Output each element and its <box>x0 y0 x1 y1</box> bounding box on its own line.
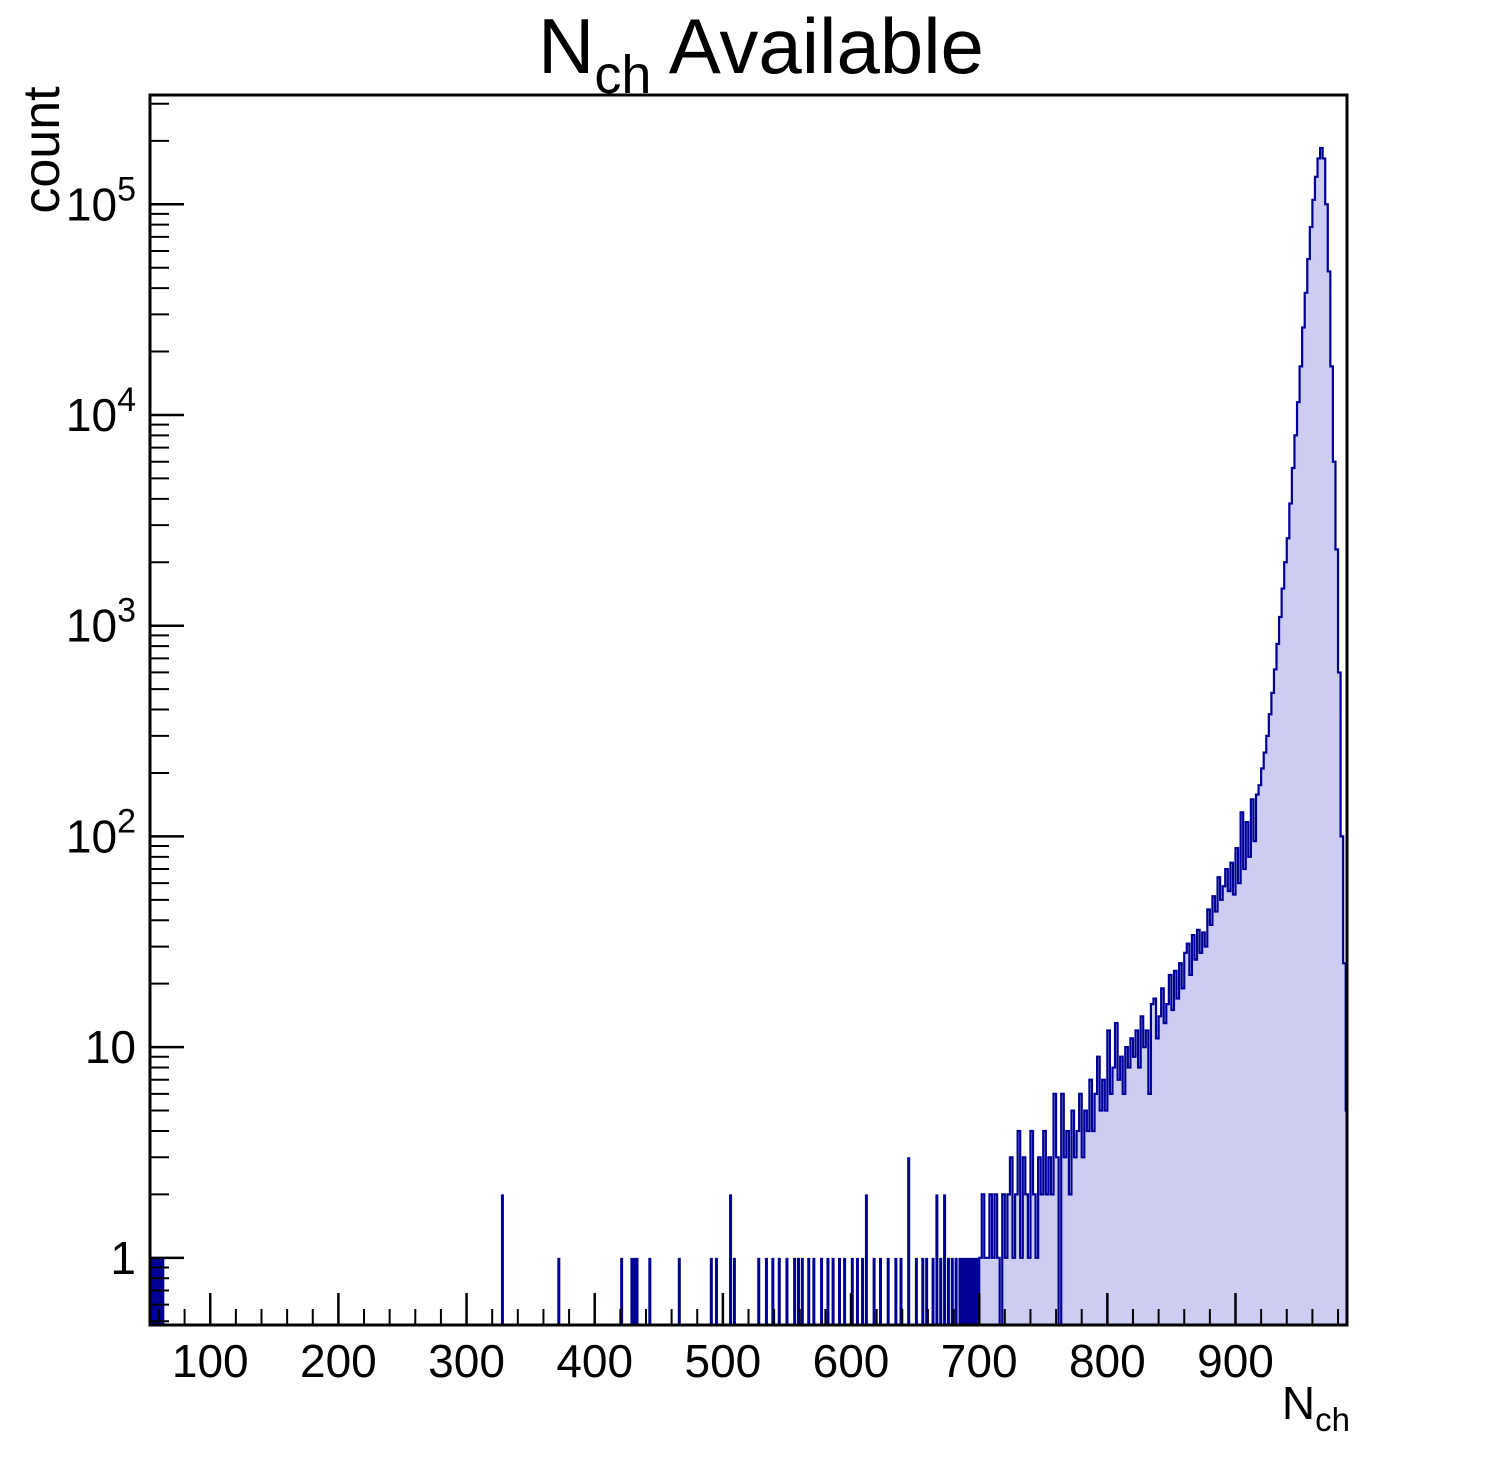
chart-title: Nch Available <box>13 2 1496 105</box>
x-axis-title-base: N <box>1281 1377 1316 1429</box>
x-tick-label: 100 <box>172 1335 249 1387</box>
y-tick-label: 1 <box>110 1232 136 1284</box>
y-tick-label: 103 <box>66 592 136 652</box>
y-axis-title: count <box>13 86 71 214</box>
x-tick-label: 400 <box>556 1335 633 1387</box>
x-tick-label: 900 <box>1197 1335 1274 1387</box>
x-tick-label: 200 <box>300 1335 377 1387</box>
x-tick-label: 700 <box>941 1335 1018 1387</box>
chart-title-rest: Available <box>651 2 984 90</box>
x-axis-title: Nch <box>1281 1376 1350 1438</box>
y-tick-label: 10 <box>85 1021 136 1073</box>
chart-title-subscript: ch <box>594 45 652 105</box>
chart-title-base: N <box>538 2 595 90</box>
x-tick-label: 500 <box>684 1335 761 1387</box>
y-tick-label: 105 <box>66 170 136 230</box>
histogram-area <box>978 146 1349 1327</box>
x-tick-label: 800 <box>1069 1335 1146 1387</box>
x-tick-label: 300 <box>428 1335 505 1387</box>
y-tick-label: 104 <box>66 381 136 441</box>
x-axis-title-subscript: ch <box>1315 1401 1350 1438</box>
y-tick-label: 102 <box>66 802 136 862</box>
x-tick-label: 600 <box>813 1335 890 1387</box>
